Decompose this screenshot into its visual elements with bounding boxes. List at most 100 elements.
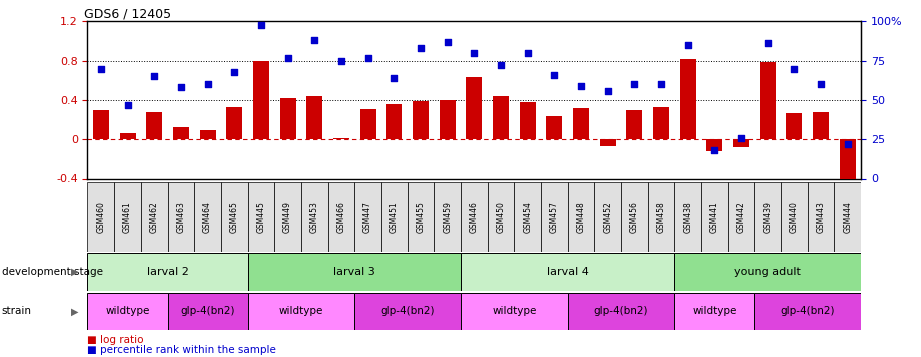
Bar (600, 139, 616, 146)
Text: wildtype: wildtype (492, 306, 537, 317)
Text: wildtype: wildtype (693, 306, 737, 317)
Text: glp-4(bn2): glp-4(bn2) (380, 306, 435, 317)
Bar (386, 104, 402, 139)
Bar (674, 182, 701, 252)
Point (627, 81, 642, 87)
Text: GSM456: GSM456 (630, 201, 639, 233)
Point (253, 22, 268, 27)
Text: GSM463: GSM463 (176, 201, 185, 233)
Text: GSM455: GSM455 (416, 201, 426, 233)
Point (307, 37, 321, 43)
Text: GSM447: GSM447 (363, 201, 372, 233)
Text: wildtype: wildtype (279, 306, 323, 317)
Text: GSM443: GSM443 (817, 201, 825, 233)
Bar (280, 98, 296, 139)
Text: GSM460: GSM460 (97, 201, 105, 233)
Bar (674, 253, 861, 291)
Bar (93, 110, 109, 139)
Text: GSM445: GSM445 (256, 201, 265, 233)
Bar (728, 182, 754, 252)
Bar (647, 182, 674, 252)
Text: wildtype: wildtype (105, 306, 150, 317)
Point (227, 69, 241, 75)
Text: GSM439: GSM439 (764, 201, 773, 233)
Text: ▶: ▶ (71, 267, 78, 277)
Bar (328, 182, 355, 252)
Point (814, 81, 829, 87)
Bar (87, 253, 248, 291)
Bar (381, 182, 408, 252)
Text: GSM438: GSM438 (683, 201, 693, 233)
Bar (87, 182, 114, 252)
Bar (567, 182, 594, 252)
Bar (253, 61, 269, 139)
Bar (760, 62, 775, 139)
Point (120, 102, 134, 107)
Bar (413, 101, 429, 139)
Text: GSM452: GSM452 (603, 201, 612, 233)
Text: larval 3: larval 3 (333, 267, 375, 277)
Bar (114, 182, 141, 252)
Text: GDS6 / 12405: GDS6 / 12405 (84, 7, 170, 20)
Bar (173, 127, 189, 139)
Text: GSM466: GSM466 (336, 201, 345, 233)
Text: GSM453: GSM453 (309, 201, 319, 233)
Text: GSM450: GSM450 (496, 201, 506, 233)
Point (707, 147, 722, 153)
Text: GSM459: GSM459 (443, 201, 452, 233)
Bar (573, 108, 589, 139)
Bar (781, 182, 808, 252)
Point (547, 72, 562, 78)
Bar (733, 139, 749, 147)
Point (200, 81, 215, 87)
Bar (200, 130, 216, 139)
Text: GSM454: GSM454 (523, 201, 532, 233)
Bar (332, 138, 349, 139)
Bar (626, 110, 642, 139)
Text: ■ log ratio: ■ log ratio (87, 336, 144, 346)
Bar (307, 96, 322, 139)
Bar (141, 182, 168, 252)
Bar (514, 182, 541, 252)
Text: GSM440: GSM440 (790, 201, 799, 233)
Bar (487, 182, 514, 252)
Bar (194, 182, 221, 252)
Point (387, 75, 402, 81)
Text: GSM441: GSM441 (710, 201, 719, 233)
Text: young adult: young adult (734, 267, 801, 277)
Text: larval 4: larval 4 (547, 267, 589, 277)
Text: GSM462: GSM462 (150, 201, 158, 233)
Bar (680, 59, 695, 139)
Bar (840, 139, 856, 198)
Text: glp-4(bn2): glp-4(bn2) (181, 306, 235, 317)
Text: GSM442: GSM442 (737, 201, 746, 233)
Point (414, 45, 428, 51)
Point (173, 85, 188, 90)
Text: GSM444: GSM444 (844, 201, 852, 233)
Bar (248, 182, 274, 252)
Point (146, 74, 161, 79)
Text: GSM461: GSM461 (123, 201, 132, 233)
Bar (248, 293, 355, 330)
Bar (146, 112, 162, 139)
Text: GSM451: GSM451 (390, 201, 399, 233)
Text: glp-4(bn2): glp-4(bn2) (594, 306, 648, 317)
Bar (621, 182, 647, 252)
Text: GSM457: GSM457 (550, 201, 559, 233)
Point (761, 41, 775, 46)
Bar (435, 182, 461, 252)
Bar (808, 182, 834, 252)
Bar (674, 293, 754, 330)
Text: ■ percentile rank within the sample: ■ percentile rank within the sample (87, 346, 276, 356)
Point (360, 55, 375, 60)
Point (93, 66, 108, 71)
Bar (493, 96, 509, 139)
Point (841, 141, 856, 147)
Bar (248, 253, 461, 291)
Bar (701, 182, 728, 252)
Bar (546, 116, 563, 139)
Point (574, 83, 589, 89)
Point (734, 135, 749, 141)
Point (681, 42, 695, 48)
Bar (567, 293, 674, 330)
